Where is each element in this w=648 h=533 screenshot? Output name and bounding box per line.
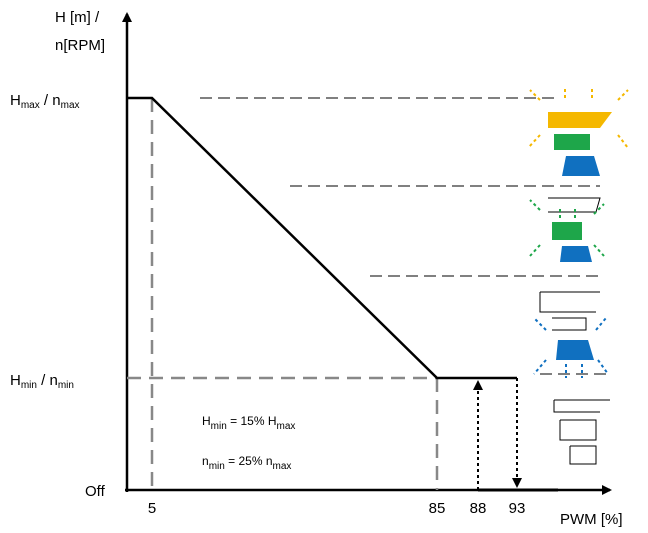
level-lines: [200, 97, 610, 375]
y-axis-label: n[RPM]: [55, 37, 105, 54]
y-label-min: Hmin / nmin: [10, 372, 74, 391]
pump-icon-low: [533, 291, 609, 378]
guides: [127, 98, 439, 490]
pump-icon-high: [527, 88, 629, 176]
x-tick-label: 5: [148, 500, 156, 517]
x-tick-label: 85: [429, 500, 446, 517]
x-tick-label: 88: [470, 500, 487, 517]
x-axis-label: PWM [%]: [560, 511, 623, 528]
annotation: nmin = 25% nmax: [202, 454, 291, 471]
y-label-max: Hmax / nmax: [10, 92, 80, 111]
y-label-off: Off: [85, 483, 106, 500]
x-tick-label: 93: [509, 500, 526, 517]
y-axis-label: H [m] /: [55, 9, 100, 26]
pwm-curve: [127, 96, 517, 380]
annotation: Hmin = 15% Hmax: [202, 414, 295, 431]
pump-icon-off: [553, 399, 610, 465]
pump-icon-mid: [529, 197, 605, 262]
